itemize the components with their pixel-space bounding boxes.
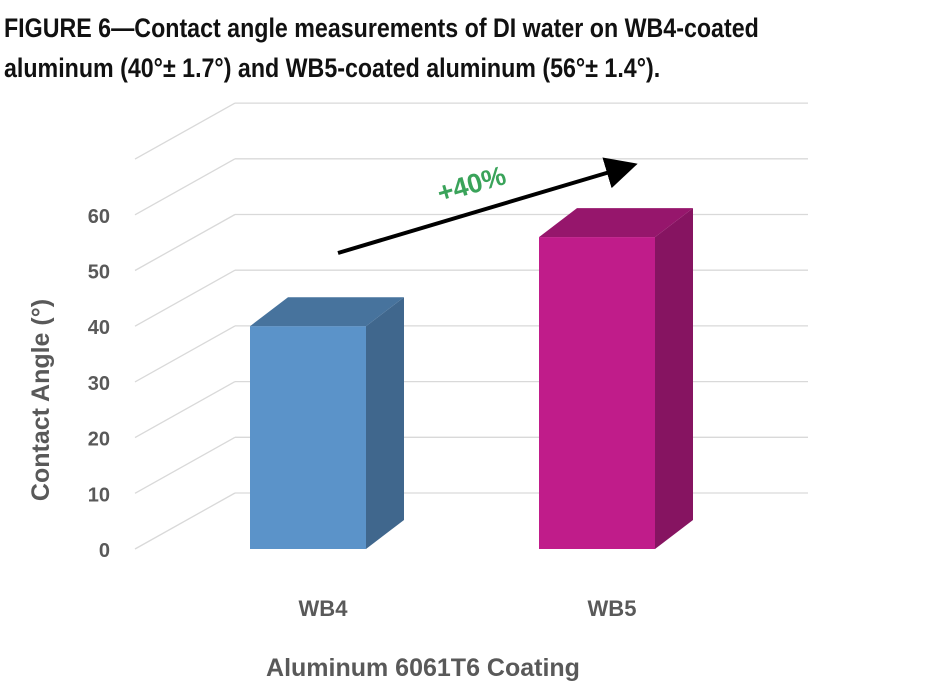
x-axis-categories: WB4 WB5 [299,596,637,621]
bar-top-face [539,208,693,238]
y-tick-label: 60 [88,206,110,228]
bar-front-face [539,237,655,549]
gridline-side [134,381,236,439]
caption-line-1: FIGURE 6—Contact angle measurements of D… [4,13,759,43]
y-axis-title: Contact Angle (°) [27,299,55,501]
y-axis-ticks: 0 10 20 30 40 50 60 [88,206,110,562]
caption-line-2: aluminum (40°± 1.7°) and WB5-coated alum… [4,53,661,83]
x-category-label: WB4 [299,596,349,621]
growth-label: +40% [434,160,509,208]
bar-wb5 [539,208,693,549]
x-category-label: WB5 [588,596,637,621]
gridline-side [134,325,236,383]
y-tick-label: 50 [88,262,110,284]
gridline-side [134,213,236,272]
gridline-side [134,102,236,160]
y-tick-label: 0 [99,540,110,562]
gridline-side [134,158,236,216]
figure-caption: FIGURE 6—Contact angle measurements of D… [4,8,793,88]
x-axis-title: Aluminum 6061T6 Coating [266,654,580,682]
y-tick-label: 30 [88,373,110,395]
y-tick-label: 10 [88,484,110,506]
chart-bars [250,208,693,549]
y-tick-label: 20 [88,429,110,451]
bar-top-face [250,297,404,327]
gridline-side [134,269,236,327]
bar-wb4 [250,297,404,549]
bar-side-face [655,208,693,549]
gridline-side [134,492,236,550]
bar-front-face [250,326,366,549]
growth-arrow [337,157,638,255]
gridline-side [134,436,236,494]
y-tick-label: 40 [88,317,110,339]
bar-side-face [366,297,404,549]
